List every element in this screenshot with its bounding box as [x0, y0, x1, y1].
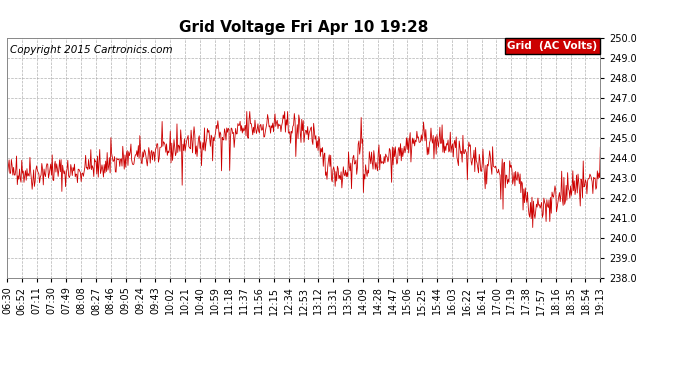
Title: Grid Voltage Fri Apr 10 19:28: Grid Voltage Fri Apr 10 19:28 [179, 20, 428, 35]
Text: Copyright 2015 Cartronics.com: Copyright 2015 Cartronics.com [10, 45, 172, 55]
Text: Grid  (AC Volts): Grid (AC Volts) [507, 41, 598, 51]
